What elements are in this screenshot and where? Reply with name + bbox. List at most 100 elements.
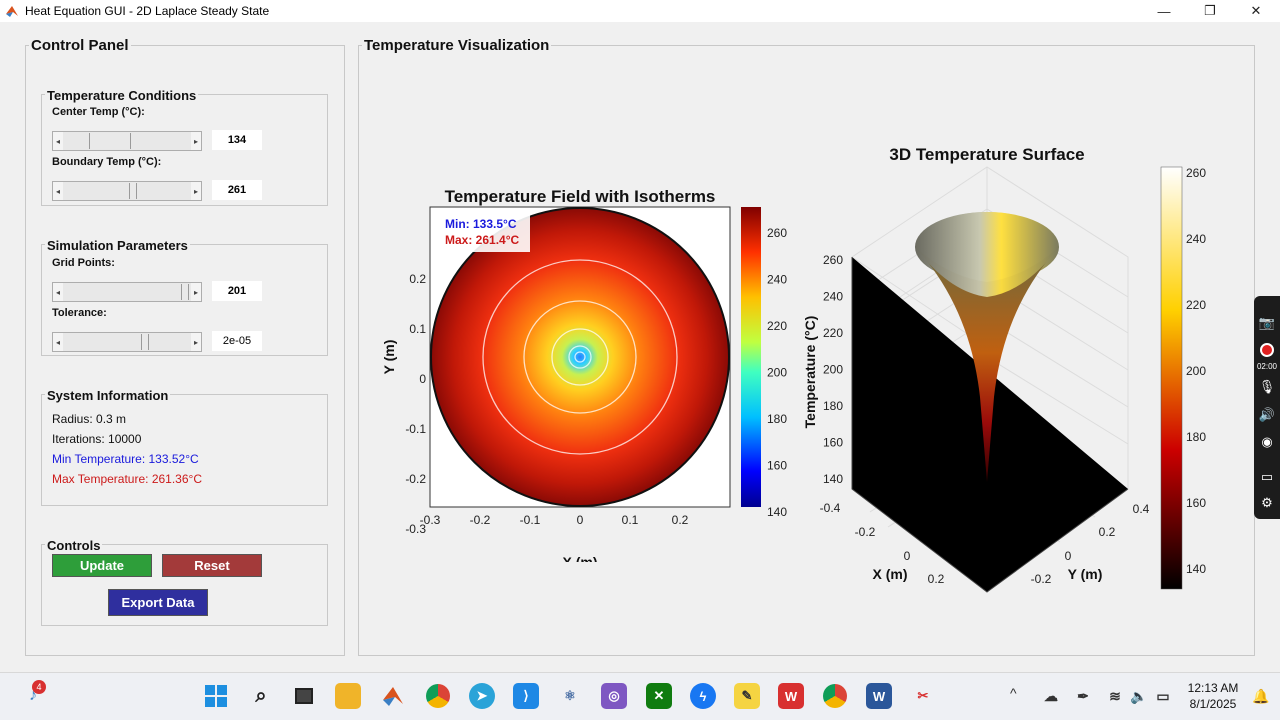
notes-icon[interactable]: ✎ [734, 683, 760, 709]
restore-button[interactable]: ❐ [1204, 3, 1216, 18]
grid-points-slider[interactable]: ◂ ▸ [52, 282, 202, 302]
slider-thumb[interactable] [180, 284, 189, 300]
slider-right-arrow-icon[interactable]: ▸ [191, 132, 201, 150]
surface-y-tick: -0.4 [996, 596, 1017, 597]
file-explorer-icon[interactable] [335, 683, 361, 709]
slider-left-arrow-icon[interactable]: ◂ [53, 333, 63, 351]
slider-thumb[interactable] [129, 183, 137, 199]
update-button[interactable]: Update [52, 554, 152, 577]
speaker-icon[interactable]: 🔊 [1258, 407, 1276, 422]
widgets-icon[interactable]: ♪ [29, 687, 37, 704]
slider-thumb[interactable] [88, 133, 131, 149]
min-annotation: Min: 133.5°C [445, 217, 517, 231]
slider-left-arrow-icon[interactable]: ◂ [53, 283, 63, 301]
export-data-button[interactable]: Export Data [108, 589, 208, 616]
webcam-icon[interactable]: ◉ [1261, 434, 1273, 449]
surface-y-tick: 0 [1065, 549, 1072, 563]
field-y-tick: 0.1 [409, 322, 426, 336]
field-y-tick: 0 [419, 372, 426, 386]
surface-colorbar-tick: 220 [1186, 298, 1206, 312]
field-y-tick: 0.2 [409, 272, 426, 286]
slider-right-arrow-icon[interactable]: ▸ [191, 333, 201, 351]
camera-icon[interactable]: 📷 [1258, 315, 1276, 330]
task-view-icon[interactable] [291, 683, 317, 709]
microphone-icon[interactable]: 🎙 [1258, 379, 1276, 394]
show-hidden-icons-chevron[interactable]: ^ [1010, 685, 1017, 701]
clock-time[interactable]: 12:13 AM [1187, 681, 1239, 695]
xbox-icon[interactable]: ✕ [646, 683, 672, 709]
chrome-icon[interactable] [425, 683, 451, 709]
surface-y-label: Y (m) [1068, 566, 1103, 582]
field-y-tick: -0.3 [405, 522, 426, 536]
temperature-surface-plot: 3D Temperature Surface 260 240 220 200 180 16… [802, 145, 1206, 597]
gear-icon[interactable]: ⚙ [1261, 495, 1273, 510]
notification-bell-icon[interactable]: 🔔 [1252, 687, 1270, 704]
volume-icon[interactable]: 🔈 [1130, 687, 1148, 704]
field-x-label: X (m) [563, 554, 598, 562]
snipping-tool-icon[interactable]: ✂ [917, 688, 929, 703]
notification-badge: 4 [32, 680, 46, 694]
field-colorbar-tick: 140 [767, 505, 787, 519]
window-icon[interactable]: ▭ [1260, 469, 1274, 484]
matlab-taskbar-icon[interactable] [380, 683, 406, 709]
surface-z-label: Temperature (°C) [802, 316, 818, 429]
center-temp-label: Center Temp (°C): [52, 106, 145, 118]
chrome-profile-icon[interactable] [822, 683, 848, 709]
slider-right-arrow-icon[interactable]: ▸ [191, 283, 201, 301]
surface-x-label: X (m) [873, 566, 908, 582]
center-temp-slider[interactable]: ◂ ▸ [52, 131, 202, 151]
tolerance-label: Tolerance: [52, 307, 107, 319]
close-button[interactable]: ✕ [1250, 3, 1262, 18]
temperature-conditions-title: Temperature Conditions [45, 88, 199, 103]
surface-x-tick: 0.2 [928, 572, 945, 586]
slider-left-arrow-icon[interactable]: ◂ [53, 182, 63, 200]
boundary-temp-slider[interactable]: ◂ ▸ [52, 181, 202, 201]
temperature-disk [430, 207, 730, 507]
radius-text: Radius: 0.3 m [52, 412, 127, 426]
field-colorbar-tick: 180 [767, 412, 787, 426]
center-temp-value[interactable]: 134 [212, 130, 262, 150]
slider-right-arrow-icon[interactable]: ▸ [191, 182, 201, 200]
controls-panel: Controls Update Reset Export Data [41, 538, 328, 626]
messenger-icon[interactable]: ϟ [690, 683, 716, 709]
field-x-ticks: -0.3 -0.2 -0.1 0 0.1 0.2 [420, 513, 689, 527]
slider-left-arrow-icon[interactable]: ◂ [53, 132, 63, 150]
battery-icon[interactable]: ▭ [1156, 687, 1170, 704]
title-bar: Heat Equation GUI - 2D Laplace Steady St… [0, 0, 1280, 22]
atom-icon[interactable]: ⚛ [564, 688, 576, 703]
app-icon-purple[interactable]: ◎ [601, 683, 627, 709]
field-x-tick: 0.2 [672, 513, 689, 527]
surface-z-tick: 160 [823, 436, 843, 450]
onedrive-icon[interactable]: ☁ [1044, 687, 1058, 704]
wifi-icon[interactable]: ≋ [1109, 687, 1121, 704]
tolerance-slider[interactable]: ◂ ▸ [52, 332, 202, 352]
field-colorbar-tick: 220 [767, 319, 787, 333]
field-x-tick: -0.2 [470, 513, 491, 527]
clock-date[interactable]: 8/1/2025 [1189, 697, 1237, 711]
pen-icon[interactable]: ✒ [1077, 687, 1089, 704]
simulation-parameters-title: Simulation Parameters [45, 238, 190, 253]
minimize-button[interactable]: — [1157, 3, 1171, 19]
isotherms [482, 259, 678, 455]
field-x-tick: 0.1 [622, 513, 639, 527]
visualization-panel-title: Temperature Visualization [362, 37, 552, 54]
word-icon[interactable]: W [866, 683, 892, 709]
search-icon[interactable]: ⌕ [255, 684, 267, 707]
reset-button[interactable]: Reset [162, 554, 262, 577]
field-colorbar [741, 207, 761, 507]
vscode-icon[interactable]: ⟩ [513, 683, 539, 709]
boundary-temp-value[interactable]: 261 [212, 180, 262, 200]
wps-icon[interactable]: W [778, 683, 804, 709]
surface-z-tick: 260 [823, 253, 843, 267]
grid-points-value[interactable]: 201 [212, 281, 262, 301]
slider-thumb[interactable] [141, 334, 149, 350]
matlab-icon [6, 6, 18, 17]
record-icon[interactable] [1258, 341, 1276, 359]
field-title: Temperature Field with Isotherms [445, 187, 716, 206]
telegram-icon[interactable]: ➤ [469, 683, 495, 709]
tolerance-value[interactable]: 2e-05 [212, 331, 262, 351]
surface-z-tick: 200 [823, 363, 843, 377]
screen-recorder-bar: 📷 02:00 🎙 🔊 ◉ ▭ ⚙ [1254, 296, 1280, 519]
start-icon[interactable] [203, 683, 229, 709]
system-information-panel: System Information Radius: 0.3 m Iterati… [41, 388, 328, 506]
